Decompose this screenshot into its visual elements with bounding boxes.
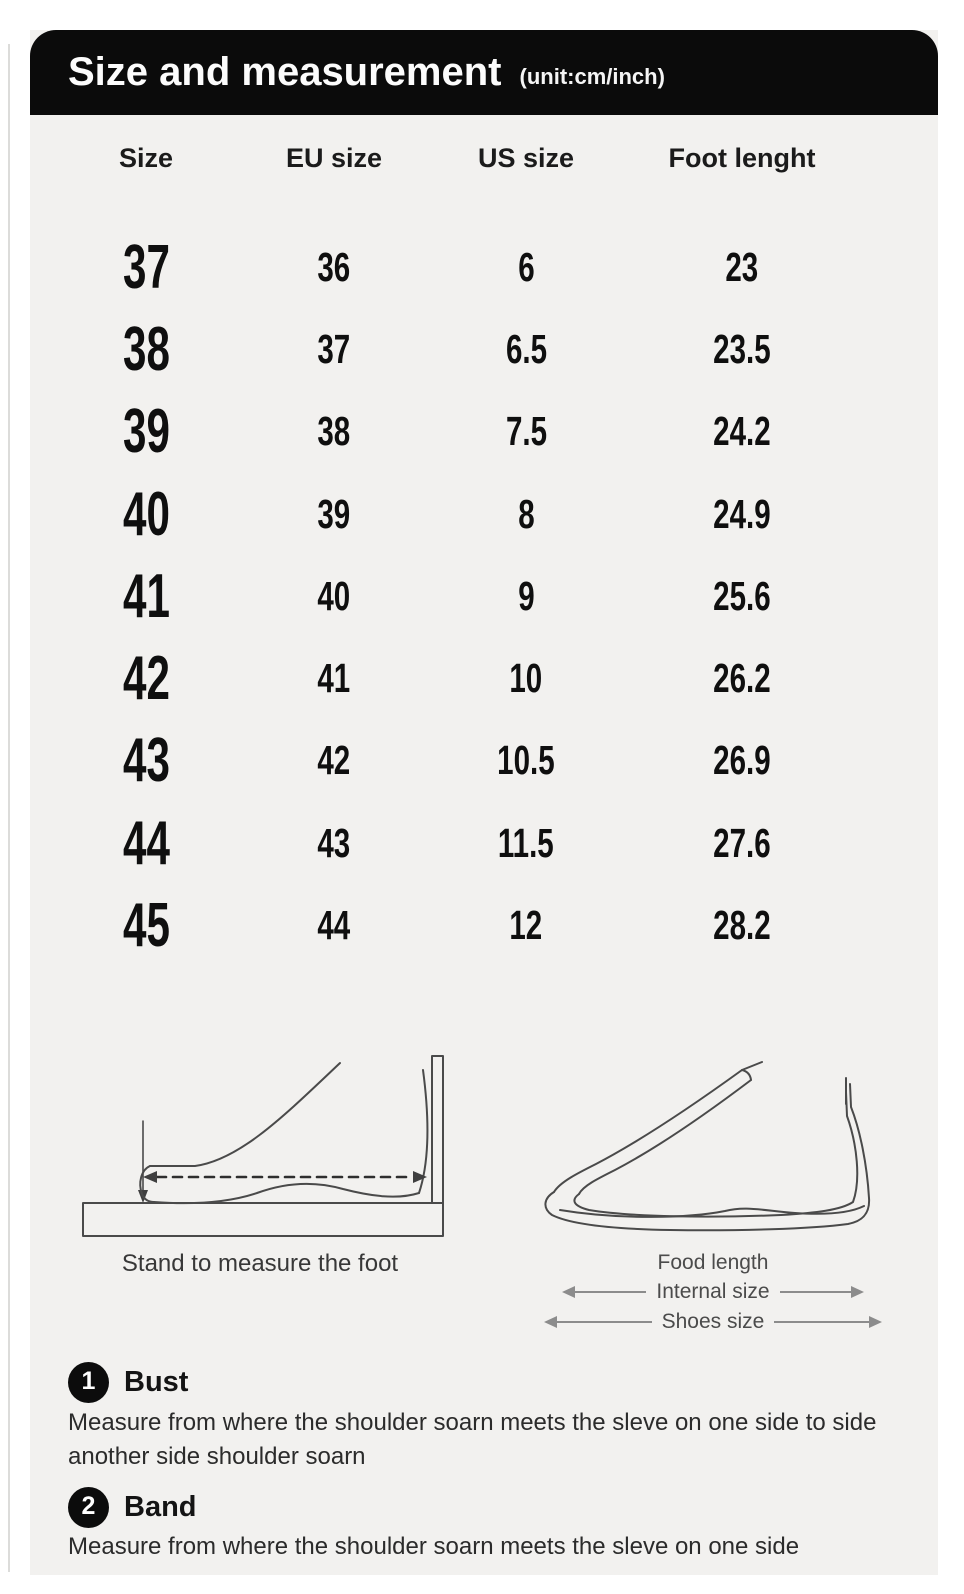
- unit-label: (unit:cm/inch): [519, 63, 665, 89]
- shoe-size-diagram: [544, 1061, 871, 1232]
- left-diagram-caption: Stand to measure the foot: [121, 1250, 399, 1277]
- us-size-value: 9: [517, 572, 535, 619]
- eu-size-value: 40: [317, 572, 351, 619]
- foot-length-label-row: Food length: [513, 1248, 913, 1278]
- foot-length-value: 23.5: [713, 325, 771, 372]
- table-row: 41 40 9 25.6: [30, 555, 938, 637]
- us-size-value: 8: [517, 490, 535, 537]
- shoe-measure-labels: Food length Internal size Shoes size: [513, 1248, 913, 1337]
- us-size-value: 11.5: [498, 819, 554, 866]
- eu-size-value: 41: [317, 655, 351, 702]
- size-value: 40: [122, 479, 170, 549]
- table-row: 43 42 10.5 26.9: [30, 720, 938, 802]
- size-value: 45: [122, 891, 170, 961]
- col-header-foot-length: Foot lenght: [668, 142, 816, 173]
- foot-measure-diagram: [82, 1055, 444, 1237]
- eu-size-value: 44: [317, 902, 351, 949]
- table-row: 38 37 6.5 23.5: [30, 308, 938, 390]
- arrow-right-icon: [779, 1286, 864, 1299]
- size-value: 43: [122, 726, 170, 796]
- col-header-us-size: US size: [477, 142, 575, 173]
- table-row: 45 44 12 28.2: [30, 884, 938, 966]
- foot-length-value: 23: [725, 243, 759, 290]
- foot-length-value: 26.2: [713, 655, 771, 702]
- foot-length-value: 24.2: [713, 408, 771, 455]
- size-value: 39: [122, 397, 170, 467]
- table-row: 42 41 10 26.2: [30, 637, 938, 719]
- arrow-left-icon: [562, 1286, 647, 1299]
- shoes-size-label-row: Shoes size: [513, 1307, 913, 1337]
- note-band: 2 Band: [68, 1487, 197, 1528]
- size-value: 42: [122, 644, 170, 714]
- label-internal-size: Internal size: [656, 1280, 770, 1304]
- label-foot-length: Food length: [657, 1250, 769, 1274]
- col-header-size: Size: [118, 142, 174, 173]
- size-value: 44: [122, 808, 170, 878]
- us-size-value: 12: [509, 902, 543, 949]
- foot-length-value: 27.6: [713, 819, 771, 866]
- size-chart-card: Size and measurement (unit:cm/inch) Size…: [30, 30, 938, 1575]
- table-body: 37 36 6 23 38 37 6.5 23.5 39 38 7.5 24.2…: [30, 226, 938, 967]
- us-size-value: 10.5: [497, 737, 555, 784]
- left-edge-artifact-line: [8, 44, 10, 1572]
- eu-size-value: 42: [317, 737, 351, 784]
- foot-length-value: 24.9: [713, 490, 771, 537]
- page-title: Size and measurement: [68, 50, 502, 94]
- size-value: 41: [122, 561, 170, 631]
- arrow-right-icon: [774, 1315, 883, 1328]
- note-bust-title: Bust: [124, 1366, 189, 1398]
- eu-size-value: 38: [317, 408, 351, 455]
- eu-size-value: 37: [317, 325, 351, 372]
- number-2-badge: 2: [68, 1487, 109, 1528]
- internal-size-label-row: Internal size: [513, 1278, 913, 1308]
- size-value: 38: [122, 314, 170, 384]
- label-shoes-size: Shoes size: [661, 1309, 765, 1333]
- us-size-value: 6: [517, 243, 535, 290]
- col-header-eu-size: EU size: [285, 142, 383, 173]
- us-size-value: 10: [509, 655, 543, 702]
- note-bust-text: Measure from where the shoulder soarn me…: [68, 1409, 877, 1470]
- table-header: Size EU size US size Foot lenght: [30, 125, 938, 191]
- table-row: 37 36 6 23: [30, 226, 938, 308]
- table-row: 44 43 11.5 27.6: [30, 802, 938, 884]
- eu-size-value: 36: [317, 243, 351, 290]
- us-size-value: 7.5: [505, 408, 547, 455]
- arrow-left-icon: [543, 1315, 652, 1328]
- note-bust: 1 Bust: [68, 1362, 188, 1403]
- us-size-value: 6.5: [505, 325, 547, 372]
- table-row: 40 39 8 24.9: [30, 473, 938, 555]
- foot-length-value: 26.9: [713, 737, 771, 784]
- eu-size-value: 43: [317, 819, 351, 866]
- foot-length-value: 25.6: [713, 572, 771, 619]
- table-row: 39 38 7.5 24.2: [30, 391, 938, 473]
- foot-length-value: 28.2: [713, 902, 771, 949]
- size-value: 37: [122, 232, 170, 302]
- number-1-badge: 1: [68, 1362, 109, 1403]
- note-band-text: Measure from where the shoulder soarn me…: [68, 1533, 800, 1560]
- header-bar: Size and measurement (unit:cm/inch): [30, 30, 938, 115]
- note-band-title: Band: [124, 1491, 197, 1523]
- eu-size-value: 39: [317, 490, 351, 537]
